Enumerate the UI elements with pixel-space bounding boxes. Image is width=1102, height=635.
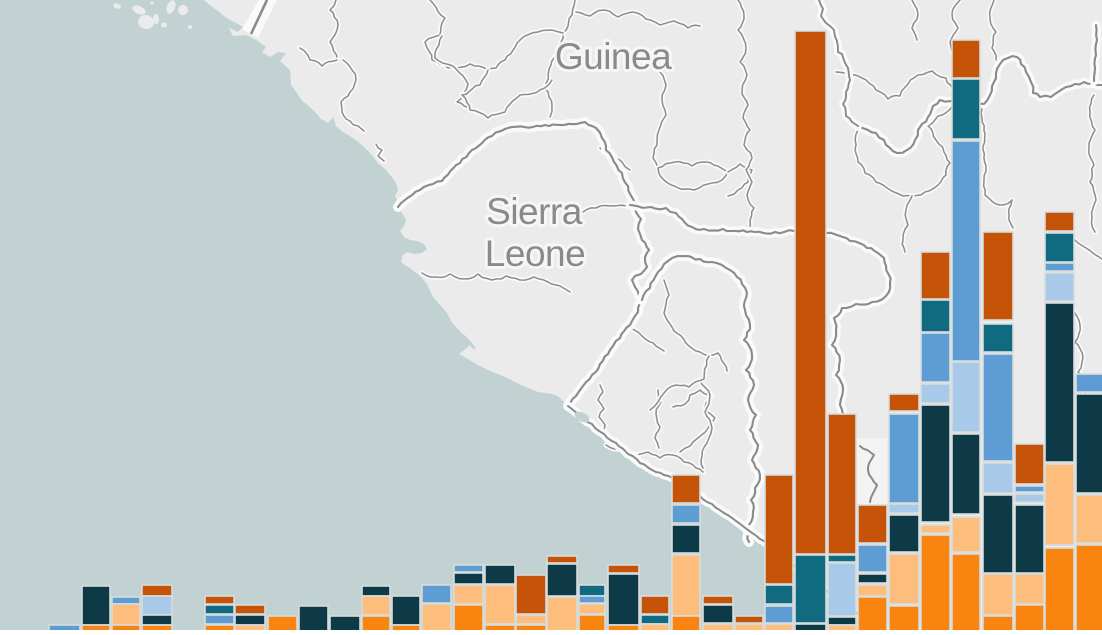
svg-text:Leone: Leone — [485, 233, 585, 274]
svg-text:Sierra: Sierra — [486, 191, 583, 232]
svg-text:Guinea: Guinea — [555, 36, 672, 77]
